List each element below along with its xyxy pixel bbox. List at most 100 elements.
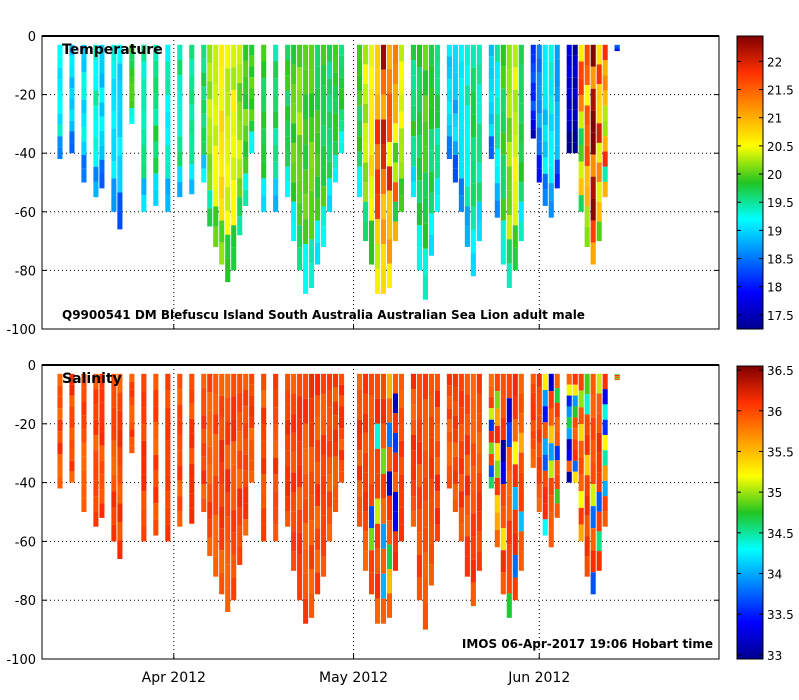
profile-segment — [428, 521, 434, 544]
profile-segment — [584, 125, 590, 146]
profile-segment — [93, 496, 99, 512]
profile-segment — [380, 398, 387, 424]
profile-segment — [165, 474, 171, 492]
profile-segment — [506, 544, 512, 570]
profile-segment — [554, 417, 560, 432]
profile-segment — [464, 495, 470, 516]
profile-segment — [261, 94, 267, 112]
profile-segment — [69, 471, 75, 483]
profile-segment — [93, 105, 99, 121]
profile-segment — [243, 189, 249, 206]
profile-segment — [117, 118, 123, 138]
profile-segment — [219, 66, 225, 89]
profile-segment — [219, 110, 225, 133]
profile-segment — [590, 439, 596, 463]
colorbar-tick-label: 35 — [767, 486, 782, 500]
profile-segment — [488, 90, 494, 102]
profile-segment — [380, 244, 387, 269]
profile-segment — [566, 142, 572, 154]
profile-segment — [554, 174, 560, 189]
profile-segment — [81, 72, 87, 87]
profile-segment — [93, 90, 99, 106]
profile-segment — [273, 440, 279, 458]
profile-segment — [57, 373, 63, 386]
profile-segment — [470, 536, 476, 560]
profile-segment — [69, 77, 75, 89]
profile-segment — [500, 373, 506, 396]
profile-segment — [339, 384, 345, 396]
profile-segment — [476, 413, 482, 433]
profile-segment — [57, 396, 63, 409]
profile-segment — [596, 103, 602, 124]
profile-segment — [261, 144, 267, 162]
profile-segment — [434, 128, 440, 145]
profile-segment — [261, 474, 267, 492]
profile-segment — [512, 509, 518, 533]
profile-segment — [476, 182, 482, 202]
profile-segment — [231, 441, 237, 465]
profile-segment — [386, 447, 393, 472]
profile-segment — [434, 457, 440, 475]
profile-segment — [321, 145, 327, 167]
salinity-profiles — [57, 373, 620, 630]
profile-segment — [117, 540, 123, 560]
profile-segment — [494, 529, 500, 548]
temperature-deployment-annotation: Q9900541 DM Blefuscu Island South Austra… — [62, 308, 585, 322]
profile-segment — [207, 99, 213, 118]
profile-segment — [518, 511, 524, 532]
profile-segment — [494, 425, 500, 444]
profile-segment — [488, 454, 494, 466]
profile-segment — [219, 484, 225, 507]
profile-segment — [398, 178, 405, 196]
profile-segment — [530, 44, 536, 55]
profile-segment — [602, 90, 608, 106]
profile-segment — [572, 417, 578, 429]
profile-segment — [572, 460, 578, 472]
profile-segment — [243, 77, 249, 94]
profile-segment — [548, 391, 554, 409]
profile-segment — [177, 60, 183, 76]
profile-segment — [225, 115, 231, 140]
profile-segment — [333, 141, 339, 155]
profile-segment — [81, 373, 87, 388]
profile-segment — [596, 201, 602, 222]
profile-segment — [141, 440, 147, 458]
profile-segment — [129, 60, 135, 69]
profile-segment — [422, 146, 428, 173]
profile-segment — [506, 422, 512, 448]
profile-segment — [422, 274, 428, 300]
profile-segment — [333, 168, 339, 183]
profile-segment — [536, 470, 542, 485]
profile-segment — [434, 94, 440, 112]
profile-segment — [339, 428, 345, 440]
profile-segment — [315, 220, 321, 243]
profile-segment — [165, 78, 171, 95]
profile-segment — [512, 180, 518, 203]
profile-segment — [201, 470, 207, 485]
profile-segment — [201, 442, 207, 457]
profile-segment — [225, 187, 231, 211]
profile-segment — [129, 421, 135, 430]
profile-segment — [368, 439, 375, 463]
profile-segment — [231, 135, 237, 158]
profile-segment — [410, 60, 416, 76]
profile-segment — [249, 88, 255, 99]
profile-segment — [476, 531, 482, 552]
profile-segment — [297, 112, 303, 136]
profile-segment — [512, 112, 518, 136]
colorbar-tick-label: 33 — [767, 649, 782, 663]
profile-segment — [93, 166, 99, 182]
x-tick-label: May 2012 — [319, 670, 388, 686]
profile-segment — [99, 373, 105, 389]
profile-segment — [458, 78, 464, 95]
profile-segment — [464, 536, 470, 557]
profile-segment — [69, 98, 75, 110]
profile-segment — [93, 44, 99, 61]
profile-segment — [416, 554, 422, 578]
profile-segment — [57, 44, 63, 57]
profile-segment — [117, 503, 123, 522]
profile-segment — [602, 136, 608, 152]
profile-segment — [518, 162, 524, 183]
profile-segment — [488, 44, 494, 57]
profile-segment — [297, 554, 303, 578]
